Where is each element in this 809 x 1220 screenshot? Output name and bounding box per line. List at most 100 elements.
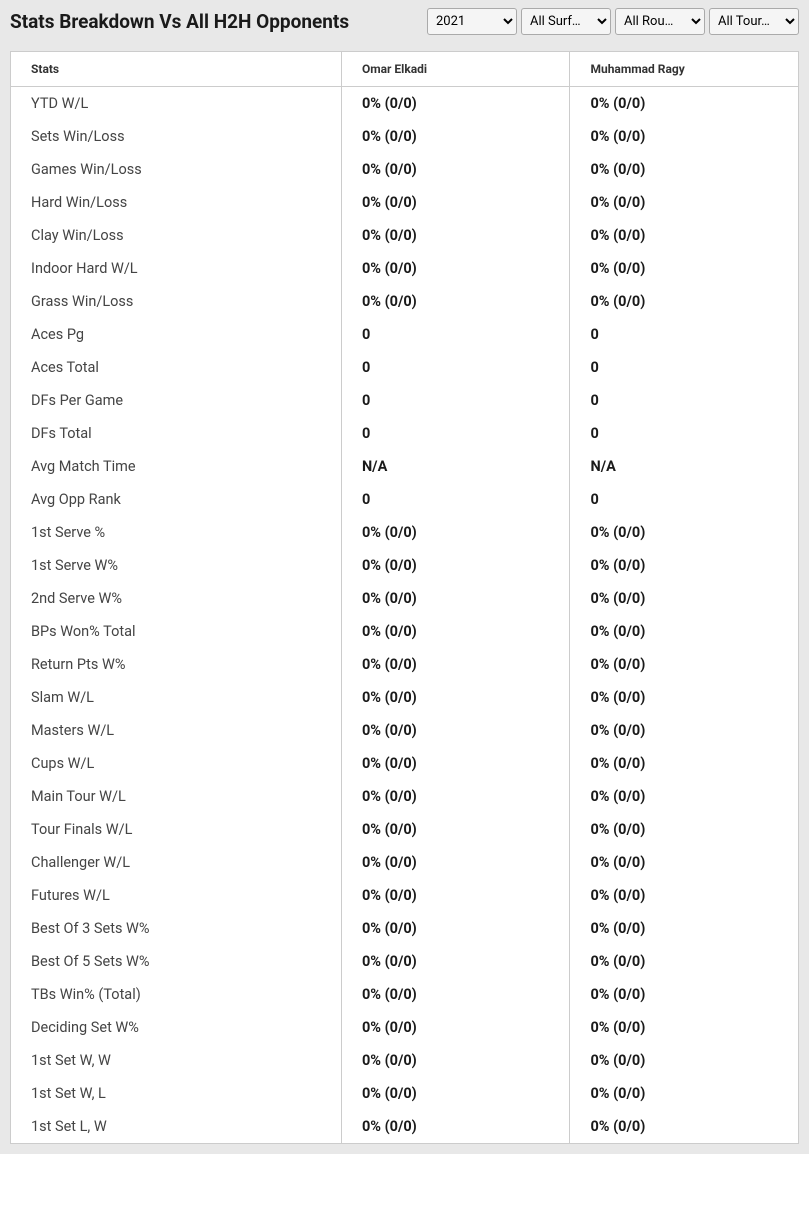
table-row: Challenger W/L0% (0/0)0% (0/0) [11, 846, 799, 879]
table-row: Grass Win/Loss0% (0/0)0% (0/0) [11, 285, 799, 318]
player1-value: 0 [341, 483, 570, 516]
table-header-row: Stats Omar Elkadi Muhammad Ragy [11, 52, 799, 87]
table-row: DFs Total00 [11, 417, 799, 450]
player1-value: 0% (0/0) [341, 516, 570, 549]
table-row: 2nd Serve W%0% (0/0)0% (0/0) [11, 582, 799, 615]
table-row: Return Pts W%0% (0/0)0% (0/0) [11, 648, 799, 681]
player2-value: 0 [570, 483, 799, 516]
player2-value: 0% (0/0) [570, 252, 799, 285]
table-row: Masters W/L0% (0/0)0% (0/0) [11, 714, 799, 747]
player1-value: 0% (0/0) [341, 615, 570, 648]
player2-value: 0% (0/0) [570, 978, 799, 1011]
player2-value: 0% (0/0) [570, 1077, 799, 1110]
table-row: 1st Set W, W0% (0/0)0% (0/0) [11, 1044, 799, 1077]
player1-value: 0% (0/0) [341, 780, 570, 813]
player2-value: 0% (0/0) [570, 846, 799, 879]
player2-value: 0% (0/0) [570, 1011, 799, 1044]
stat-label: Aces Pg [11, 318, 342, 351]
header-bar: Stats Breakdown Vs All H2H Opponents 202… [0, 0, 809, 43]
stat-label: Deciding Set W% [11, 1011, 342, 1044]
player1-value: 0% (0/0) [341, 648, 570, 681]
table-row: Aces Total00 [11, 351, 799, 384]
table-row: DFs Per Game00 [11, 384, 799, 417]
player2-value: 0 [570, 318, 799, 351]
stat-label: Grass Win/Loss [11, 285, 342, 318]
stat-label: Main Tour W/L [11, 780, 342, 813]
player2-value: 0% (0/0) [570, 714, 799, 747]
table-row: Avg Match TimeN/AN/A [11, 450, 799, 483]
table-row: Aces Pg00 [11, 318, 799, 351]
table-row: Futures W/L0% (0/0)0% (0/0) [11, 879, 799, 912]
table-row: 1st Serve %0% (0/0)0% (0/0) [11, 516, 799, 549]
table-row: BPs Won% Total0% (0/0)0% (0/0) [11, 615, 799, 648]
player1-value: 0% (0/0) [341, 549, 570, 582]
stat-label: Indoor Hard W/L [11, 252, 342, 285]
round-select[interactable]: All Rou… [615, 8, 705, 35]
player1-value: 0% (0/0) [341, 1077, 570, 1110]
column-header-player1: Omar Elkadi [341, 52, 570, 87]
stat-label: 2nd Serve W% [11, 582, 342, 615]
stat-label: Masters W/L [11, 714, 342, 747]
player1-value: 0% (0/0) [341, 945, 570, 978]
year-select[interactable]: 2021 [427, 8, 517, 35]
table-row: Slam W/L0% (0/0)0% (0/0) [11, 681, 799, 714]
table-row: Best Of 5 Sets W%0% (0/0)0% (0/0) [11, 945, 799, 978]
player1-value: 0 [341, 384, 570, 417]
surface-select[interactable]: All Surf… [521, 8, 611, 35]
table-row: Indoor Hard W/L0% (0/0)0% (0/0) [11, 252, 799, 285]
table-row: Main Tour W/L0% (0/0)0% (0/0) [11, 780, 799, 813]
stat-label: BPs Won% Total [11, 615, 342, 648]
player1-value: 0% (0/0) [341, 252, 570, 285]
player1-value: 0% (0/0) [341, 978, 570, 1011]
player1-value: 0% (0/0) [341, 714, 570, 747]
stat-label: Challenger W/L [11, 846, 342, 879]
player1-value: 0% (0/0) [341, 285, 570, 318]
column-header-stats: Stats [11, 52, 342, 87]
stats-table: Stats Omar Elkadi Muhammad Ragy YTD W/L 0… [10, 51, 799, 1144]
player2-value: 0% (0/0) [570, 186, 799, 219]
stat-label: Return Pts W% [11, 648, 342, 681]
stat-label: DFs Per Game [11, 384, 342, 417]
stat-label: YTD W/L [11, 87, 342, 121]
player1-value: 0% (0/0) [341, 879, 570, 912]
table-row: Deciding Set W%0% (0/0)0% (0/0) [11, 1011, 799, 1044]
player1-value: 0 [341, 417, 570, 450]
player1-value: 0% (0/0) [341, 153, 570, 186]
stat-label: 1st Set W, L [11, 1077, 342, 1110]
table-row: Games Win/Loss0% (0/0)0% (0/0) [11, 153, 799, 186]
player1-value: 0% (0/0) [341, 681, 570, 714]
player2-value: 0% (0/0) [570, 681, 799, 714]
stat-label: Avg Opp Rank [11, 483, 342, 516]
player2-value: 0% (0/0) [570, 582, 799, 615]
stat-label: TBs Win% (Total) [11, 978, 342, 1011]
player2-value: 0% (0/0) [570, 945, 799, 978]
column-header-player2: Muhammad Ragy [570, 52, 799, 87]
stat-label: 1st Serve % [11, 516, 342, 549]
player1-value: 0% (0/0) [341, 87, 570, 121]
stat-label: Sets Win/Loss [11, 120, 342, 153]
player1-value: 0% (0/0) [341, 186, 570, 219]
player2-value: 0% (0/0) [570, 780, 799, 813]
player2-value: 0 [570, 351, 799, 384]
player2-value: 0% (0/0) [570, 1044, 799, 1077]
table-row: 1st Serve W%0% (0/0)0% (0/0) [11, 549, 799, 582]
player2-value: 0% (0/0) [570, 120, 799, 153]
stat-label: Best Of 3 Sets W% [11, 912, 342, 945]
table-row: Tour Finals W/L0% (0/0)0% (0/0) [11, 813, 799, 846]
player1-value: 0% (0/0) [341, 912, 570, 945]
page-title: Stats Breakdown Vs All H2H Opponents [10, 10, 349, 33]
table-row: Sets Win/Loss0% (0/0)0% (0/0) [11, 120, 799, 153]
stat-label: Aces Total [11, 351, 342, 384]
stat-label: Avg Match Time [11, 450, 342, 483]
player2-value: 0 [570, 384, 799, 417]
player1-value: 0 [341, 318, 570, 351]
stat-label: Futures W/L [11, 879, 342, 912]
stat-label: Clay Win/Loss [11, 219, 342, 252]
tour-select[interactable]: All Tour… [709, 8, 799, 35]
stat-label: 1st Serve W% [11, 549, 342, 582]
player1-value: N/A [341, 450, 570, 483]
player1-value: 0% (0/0) [341, 582, 570, 615]
player2-value: 0% (0/0) [570, 648, 799, 681]
player2-value: 0 [570, 417, 799, 450]
table-row: Cups W/L0% (0/0)0% (0/0) [11, 747, 799, 780]
